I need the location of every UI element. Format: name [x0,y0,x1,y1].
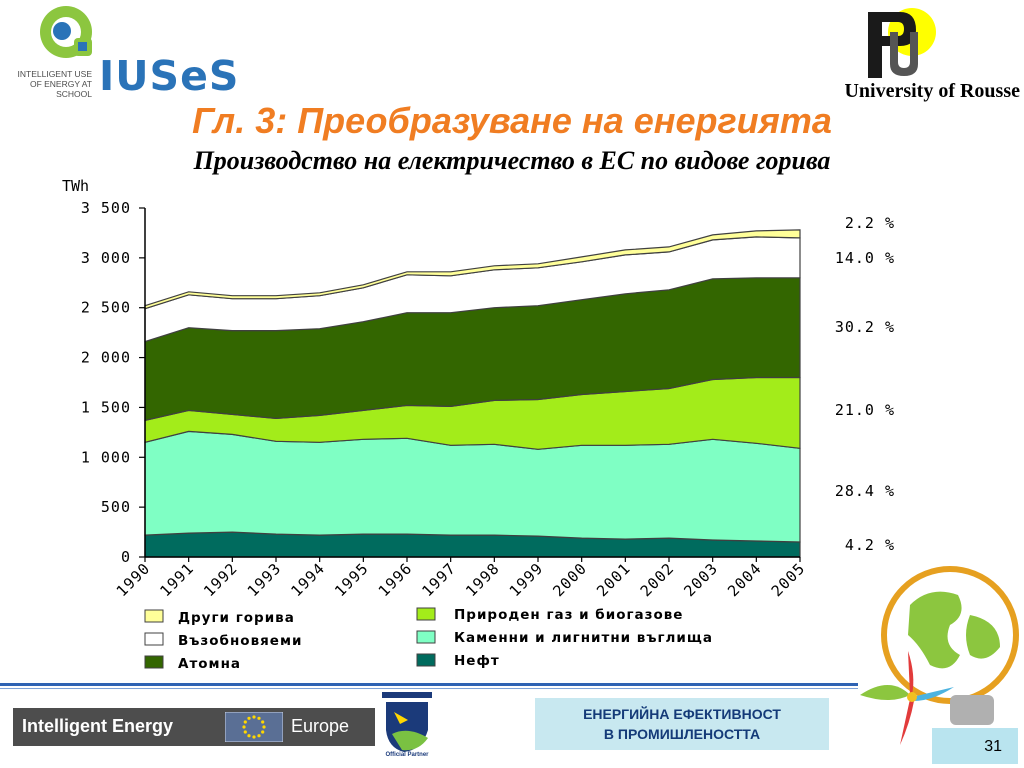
chart-legend: Други горива Възобновяеми Атомна Природен г… [144,607,713,672]
university-logo [868,8,936,78]
share-label: 21.0 % [835,401,895,419]
x-tick-label: 1990 [113,559,154,600]
x-tick-label: 2005 [768,559,809,600]
share-label: 14.0 % [835,249,895,267]
iuses-logo [40,6,92,58]
x-tick-label: 1998 [462,559,503,600]
x-tick-label: 1993 [244,559,285,600]
y-tick-label: 2 000 [81,349,131,367]
y-tick-label: 2 500 [81,299,131,317]
x-tick-label: 1996 [375,559,416,600]
chart-areas [144,229,801,558]
eu-star [252,715,256,719]
area-series-5 [144,229,801,310]
x-tick-label: 2000 [549,559,590,600]
share-label: 4.2 % [845,536,895,554]
electricity-chart: TWh 0 500 1 000 1 500 2 000 2 500 3 000 3 500 199… [62,177,895,672]
x-tick-label: 1995 [331,559,372,600]
topic-line2: В ПРОМИШЛЕНОСТТА [603,726,761,742]
share-label: 2.2 % [845,214,895,232]
legend-swatch [144,655,164,669]
iuses-wordmark: IUSeS [99,52,240,100]
eu-star [257,734,261,738]
intelligent-energy-banner: Intelligent Energy Europe [13,708,375,746]
chart-title: Производство на електричество в ЕС по ви… [193,146,831,175]
x-tick-label: 2003 [680,559,721,600]
partner-logo [382,692,432,752]
eu-star [242,725,246,729]
eu-star [257,716,261,720]
eu-star [243,720,247,724]
legend-swatch [416,630,436,644]
x-tick-label: 2002 [637,559,678,600]
y-tick-label: 1 500 [81,398,131,416]
y-tick-label: 1 000 [81,448,131,466]
eu-star [247,734,251,738]
iuses-caption-line2: OF ENERGY AT SCHOOL [29,79,92,99]
legend-label: Каменни и лигнитни въглища [454,630,713,646]
x-tick-label: 1999 [506,559,547,600]
legend-swatch [416,653,436,667]
legend-label: Нефт [454,653,500,669]
eu-star [243,730,247,734]
y-tick-label: 500 [101,498,131,516]
x-tick-label: 1994 [287,559,328,600]
eu-star [261,730,265,734]
y-axis-label: TWh [62,177,89,195]
slide-title: Гл. 3: Преобразуване на енергията [192,100,832,141]
area-series-1 [144,430,801,543]
topic-box: ЕНЕРГИЙНА ЕФЕКТИВНОСТ В ПРОМИШЛЕНОСТТА [535,698,829,750]
share-label: 28.4 % [835,482,895,500]
eu-star [247,716,251,720]
ie-left-text: Intelligent Energy [22,716,174,736]
eu-flag-icon [225,712,283,742]
iuses-caption: INTELLIGENT USE OF ENERGY AT SCHOOL [2,69,92,99]
eu-star [252,735,256,739]
iuses-caption-line1: INTELLIGENT USE [17,69,92,79]
university-name: University of Rousse [844,80,1020,102]
share-label: 30.2 % [835,318,895,336]
globe-bulb-icon [860,566,1019,745]
legend-swatch [416,607,436,621]
legend-label: Атомна [178,656,241,672]
legend-label: Природен газ и биогазове [454,607,683,623]
eu-star [261,720,265,724]
x-tick-label: 2001 [593,559,634,600]
x-tick-label: 1991 [156,559,197,600]
partner-caption: Official Partner [385,752,429,758]
topic-line1: ЕНЕРГИЙНА ЕФЕКТИВНОСТ [583,706,781,722]
footer-divider [0,683,858,686]
x-tick-label: 1992 [200,559,241,600]
eu-star [262,725,266,729]
x-tick-label: 1997 [418,559,459,600]
y-tick-label: 0 [121,548,131,566]
legend-swatch [144,632,164,646]
y-tick-label: 3 000 [81,249,131,267]
x-tick-label: 2004 [724,559,765,600]
page-number-box [932,728,1018,764]
legend-swatch [144,609,164,623]
ie-right-text: Europe [291,716,350,736]
footer-divider-thin [0,688,858,689]
legend-label: Други горива [178,610,295,626]
legend-label: Възобновяеми [178,633,302,649]
y-tick-label: 3 500 [81,199,131,217]
page-number: 31 [984,738,1002,755]
